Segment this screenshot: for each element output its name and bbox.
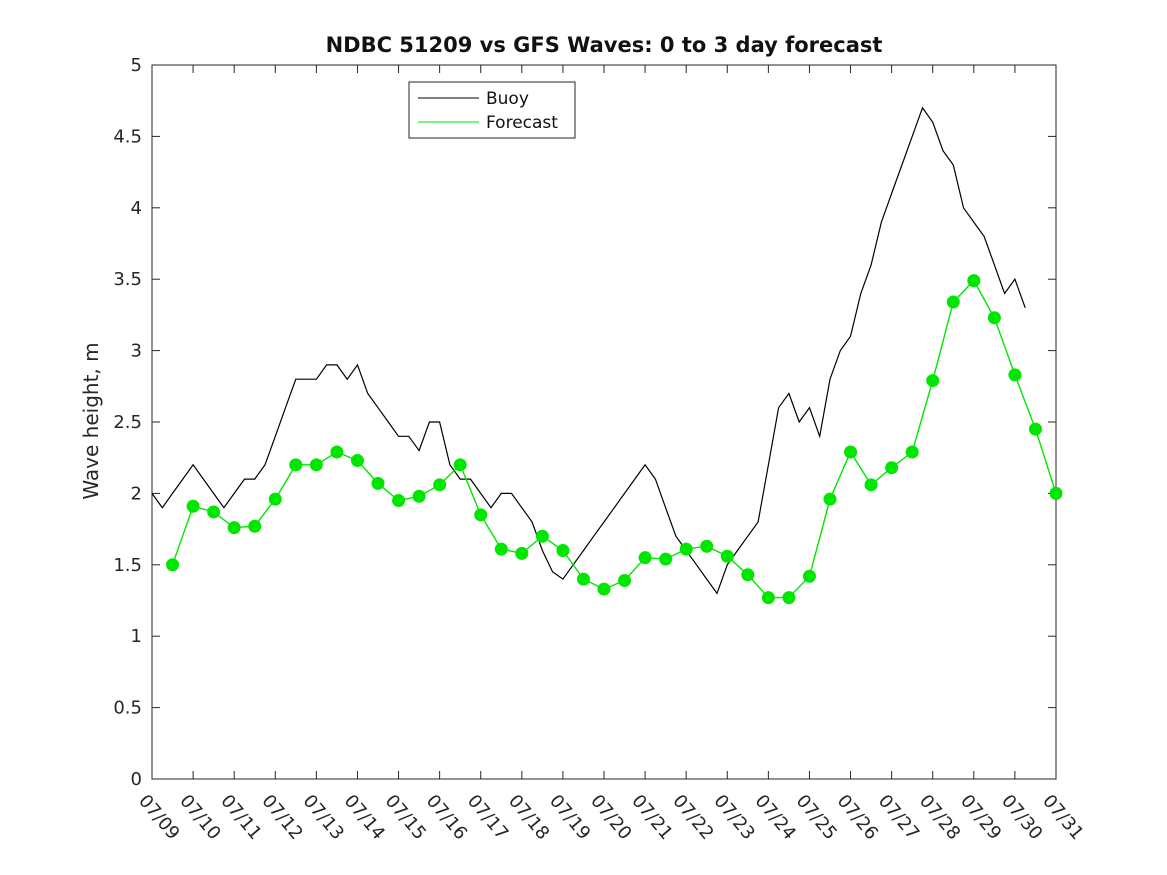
legend: Buoy Forecast [408, 81, 576, 139]
legend-buoy-label: Buoy [486, 89, 529, 109]
y-tick-label: 2 [131, 483, 142, 504]
forecast-point [802, 569, 816, 583]
y-tick-label: 1.5 [113, 555, 142, 576]
y-tick-label: 5 [131, 55, 142, 76]
forecast-point [597, 582, 611, 596]
forecast-point [494, 542, 508, 556]
forecast-point [309, 458, 323, 472]
forecast-point [330, 445, 344, 459]
forecast-point [618, 574, 632, 588]
forecast-point [967, 274, 981, 288]
y-axis-ticks: 0 0.5 1 1.5 2 2.5 3 3.5 4 4.5 5 [113, 55, 1056, 790]
forecast-point [248, 519, 262, 533]
forecast-point [392, 494, 406, 508]
y-tick-label: 4.5 [113, 126, 142, 147]
forecast-point [638, 551, 652, 565]
chart-title: NDBC 51209 vs GFS Waves: 0 to 3 day fore… [326, 33, 883, 57]
forecast-point [864, 478, 878, 492]
y-tick-label: 2.5 [113, 412, 142, 433]
forecast-point [576, 572, 590, 586]
forecast-point [433, 478, 447, 492]
forecast-point [761, 591, 775, 605]
series-buoy-line [151, 106, 1026, 595]
forecast-point [720, 549, 734, 563]
forecast-point [166, 558, 180, 572]
forecast-point [946, 295, 960, 309]
forecast-point [556, 544, 570, 558]
y-tick-label: 0.5 [113, 698, 142, 719]
y-tick-label: 4 [131, 198, 142, 219]
forecast-point [515, 546, 529, 560]
forecast-point [700, 539, 714, 553]
forecast-point [987, 311, 1001, 325]
forecast-point [1008, 368, 1022, 382]
forecast-point [350, 454, 364, 468]
forecast-point [186, 499, 200, 513]
legend-forecast-label: Forecast [486, 113, 558, 133]
forecast-point [371, 476, 385, 490]
forecast-point [905, 445, 919, 459]
forecast-point [268, 492, 282, 506]
forecast-point [535, 529, 549, 543]
plot-area [151, 64, 1057, 780]
forecast-point [844, 445, 858, 459]
forecast-point [741, 568, 755, 582]
legend-box [408, 81, 576, 139]
forecast-point [679, 542, 693, 556]
forecast-point [227, 521, 241, 535]
forecast-point [659, 552, 673, 566]
forecast-point [1028, 422, 1042, 436]
y-tick-label: 3.5 [113, 269, 142, 290]
forecast-point [207, 505, 221, 519]
series-layer [151, 106, 1063, 605]
y-tick-label: 3 [131, 341, 142, 362]
y-tick-label: 1 [131, 626, 142, 647]
forecast-point [474, 508, 488, 522]
forecast-point [412, 489, 426, 503]
forecast-point [1049, 486, 1063, 500]
forecast-point [885, 461, 899, 475]
forecast-point [782, 591, 796, 605]
forecast-point [926, 374, 940, 388]
y-tick-label: 0 [131, 769, 142, 790]
y-axis-label: Wave height, m [79, 342, 103, 499]
forecast-point [289, 458, 303, 472]
forecast-point [823, 492, 837, 506]
forecast-point [453, 458, 467, 472]
